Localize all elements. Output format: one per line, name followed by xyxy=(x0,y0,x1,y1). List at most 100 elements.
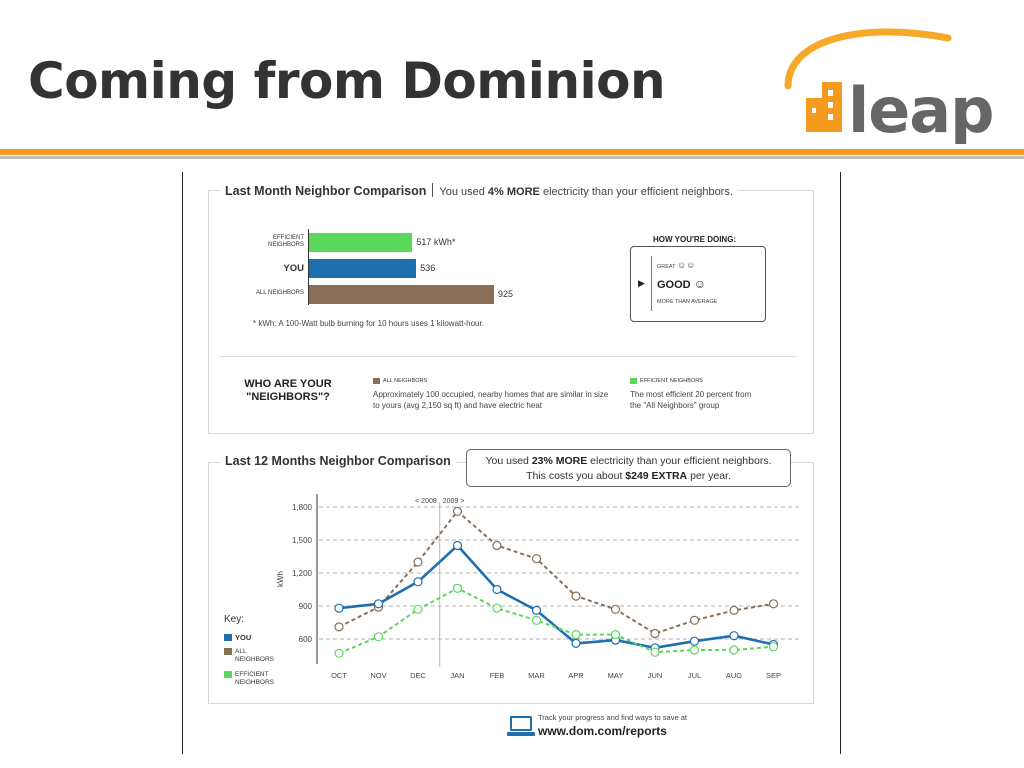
x-tick-label: FEB xyxy=(490,671,505,680)
how-doing-scale xyxy=(651,256,652,311)
last-12-months-title: Last 12 Months Neighbor Comparison xyxy=(220,454,456,468)
series-line-you xyxy=(338,543,774,650)
point-efficient xyxy=(452,583,463,594)
smiley-pair-icon: ☺☺ xyxy=(676,260,696,270)
callout-line-2: This costs you about $249 EXTRA per year… xyxy=(526,470,731,482)
key-swatch-efficient xyxy=(224,671,232,678)
point-efficient xyxy=(768,642,779,652)
all-neighbors-swatch xyxy=(373,378,380,384)
how-doing-more-than-average: MORE THAN AVERAGE xyxy=(657,299,718,305)
point-all xyxy=(413,557,423,567)
point-efficient xyxy=(650,647,660,657)
all-neighbors-description: Approximately 100 occupied, nearby homes… xyxy=(373,390,609,410)
how-doing-good: GOOD ☺ xyxy=(657,277,706,291)
key-label-you: YOU xyxy=(235,633,252,642)
y-tick-label: 600 xyxy=(299,635,313,644)
x-tick-label: APR xyxy=(568,671,584,680)
panel-divider xyxy=(219,356,796,357)
x-tick-label: MAR xyxy=(528,671,545,680)
key-label-all: ALL NEIGHBORS xyxy=(235,648,275,663)
bar-axis xyxy=(308,229,309,305)
savings-callout: You used 23% MORE electricity than your … xyxy=(466,449,791,487)
point-efficient xyxy=(413,604,423,614)
y-tick-label: 1,800 xyxy=(292,503,313,512)
point-efficient xyxy=(492,603,502,613)
bar-label-all: ALL NEIGHBORS xyxy=(255,290,304,296)
building-icon xyxy=(806,82,842,132)
x-tick-label: DEC xyxy=(410,671,426,680)
point-all xyxy=(729,605,739,615)
bar-label-you: YOU xyxy=(283,263,304,274)
point-all xyxy=(571,591,581,601)
point-you xyxy=(373,599,384,609)
y-tick-label: 1,500 xyxy=(292,536,313,545)
logo-text: leap xyxy=(848,74,994,144)
key-swatch-all xyxy=(224,648,232,655)
point-all xyxy=(610,604,621,614)
smiley-icon: ☺ xyxy=(693,277,706,291)
y-axis-label: kWh xyxy=(276,571,285,587)
bar-you xyxy=(309,259,417,278)
point-you xyxy=(571,638,581,648)
last-month-subtitle: You used 4% MORE electricity than your e… xyxy=(439,186,733,198)
last-month-title: Last Month Neighbor Comparison xyxy=(225,184,427,198)
last-month-heading: Last Month Neighbor Comparison You used 4… xyxy=(220,183,738,198)
pointer-arrow-icon: ▶ xyxy=(638,278,645,288)
slide-title: Coming from Dominion xyxy=(28,52,666,110)
bar-value-you: 536 xyxy=(420,263,436,273)
year-marker-right: 2009 > xyxy=(443,498,465,505)
x-tick-label: JUN xyxy=(648,671,663,680)
point-all xyxy=(334,622,344,632)
point-all xyxy=(492,540,502,551)
key-label-efficient: EFFICIENT NEIGHBORS xyxy=(235,671,275,686)
kwh-footnote: * kWh: A 100-Watt bulb burning for 10 ho… xyxy=(253,319,484,328)
point-you xyxy=(729,631,739,641)
efficient-neighbors-legend-title: EFFICIENT NEIGHBORS xyxy=(640,378,703,384)
key-title: Key: xyxy=(224,614,245,625)
point-efficient xyxy=(531,615,542,625)
x-tick-label: MAY xyxy=(608,671,624,680)
x-tick-label: AUG xyxy=(726,671,742,680)
point-you xyxy=(689,636,700,646)
callout-line-1: You used 23% MORE electricity than your … xyxy=(485,455,772,467)
header-accent-rule xyxy=(0,149,1024,155)
how-doing-great: GREAT ☺☺ xyxy=(657,260,696,270)
point-efficient xyxy=(373,632,384,642)
laptop-icon xyxy=(507,716,535,736)
how-doing-box xyxy=(630,246,766,322)
footer-url-link[interactable]: www.dom.com/reports xyxy=(538,724,667,738)
point-all xyxy=(531,554,542,564)
x-tick-label: JAN xyxy=(450,671,464,680)
point-efficient xyxy=(729,645,739,655)
bar-all xyxy=(309,285,494,304)
efficient-neighbors-swatch xyxy=(630,378,637,384)
bar-value-efficient: 517 kWh* xyxy=(416,237,456,247)
bar-efficient xyxy=(309,233,413,252)
series-line-all xyxy=(338,509,774,635)
y-tick-label: 900 xyxy=(299,602,313,611)
point-all xyxy=(452,506,463,517)
point-you xyxy=(334,603,344,613)
x-tick-label: OCT xyxy=(331,671,347,680)
year-marker-left: < 2008 xyxy=(415,498,437,505)
point-efficient xyxy=(571,630,581,640)
bar-value-all: 925 xyxy=(498,289,514,299)
point-all xyxy=(650,628,660,639)
how-doing-title: HOW YOU'RE DOING: xyxy=(653,235,737,244)
efficient-neighbors-description: The most efficient 20 percent from the "A… xyxy=(630,390,752,410)
bar-label-efficient: EFFICIENT NEIGHBORS xyxy=(267,235,304,248)
header-grey-rule xyxy=(0,156,1024,159)
report-frame xyxy=(182,172,841,754)
all-neighbors-legend-title: ALL NEIGHBORS xyxy=(383,378,428,384)
line-chart: 600 900 1,200 1,500 1,800 kWh < 2008 2009 > OCT N… xyxy=(276,494,799,680)
footer-tagline: Track your progress and find ways to sav… xyxy=(538,713,687,722)
y-tick-label: 1,200 xyxy=(292,569,313,578)
point-all xyxy=(689,615,700,625)
point-all xyxy=(768,599,779,609)
point-efficient xyxy=(610,630,621,640)
who-are-neighbors-title: WHO ARE YOUR "NEIGHBORS"? xyxy=(244,378,332,403)
point-you xyxy=(531,605,542,615)
series-line-efficient xyxy=(338,587,774,655)
x-tick-label: NOV xyxy=(370,671,386,680)
point-you xyxy=(492,584,502,595)
